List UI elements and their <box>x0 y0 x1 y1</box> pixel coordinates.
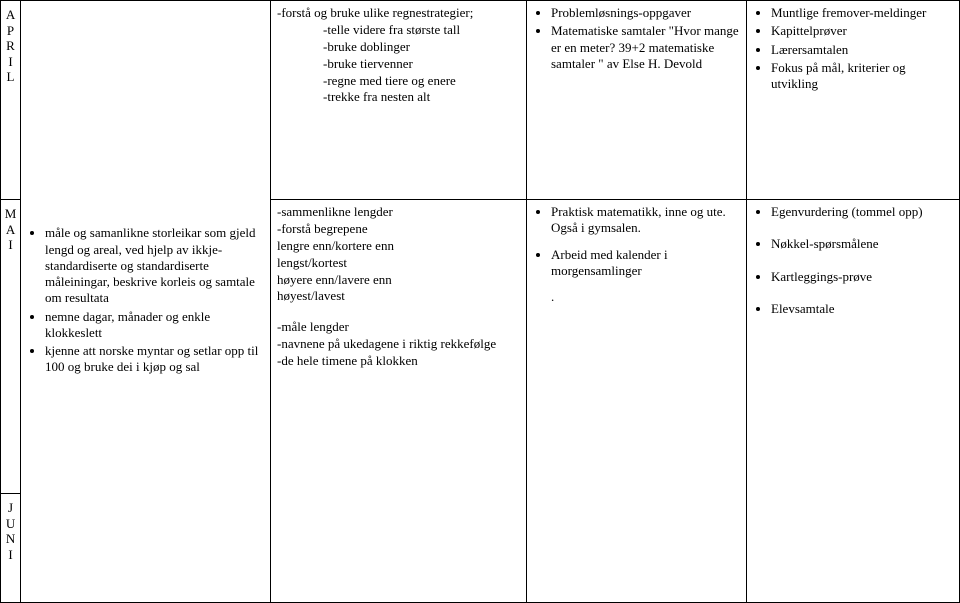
skill-line: høyere enn/lavere enn <box>277 272 520 289</box>
month-letter: A <box>6 7 15 23</box>
skill-line: lengre enn/kortere enn <box>277 238 520 255</box>
skill-line: -sammenlikne lengder <box>277 204 520 221</box>
month-april: A P R I L <box>0 0 20 200</box>
skill-line: lengst/kortest <box>277 255 520 272</box>
assessment-item: Kapittelprøver <box>771 23 953 39</box>
skill-sub: -bruke tiervenner <box>323 56 520 73</box>
trailing-dot: . <box>533 289 740 305</box>
assessment-bottom: Egenvurdering (tommel opp) Nøkkel-spørsm… <box>746 200 960 603</box>
activity-item: Matematiske samtaler "Hvor mange er en m… <box>551 23 740 72</box>
skills-lead: -forstå og bruke ulike regnestrategier; <box>277 5 520 22</box>
skill-line: -de hele timene på klokken <box>277 353 520 370</box>
skill-line: høyest/lavest <box>277 288 520 305</box>
activity-item: Arbeid med kalender i morgensamlinger <box>551 247 740 280</box>
month-letter: I <box>8 237 12 253</box>
skill-line: -forstå begrepene <box>277 221 520 238</box>
activity-item: Problemløsnings-oppgaver <box>551 5 740 21</box>
activity-item: Praktisk matematikk, inne og ute. Også i… <box>551 204 740 237</box>
skill-line: -navnene på ukedagene i riktig rekkefølg… <box>277 336 520 353</box>
assessment-item: Fokus på mål, kriterier og utvikling <box>771 60 953 93</box>
assessment-item: Lærersamtalen <box>771 42 953 58</box>
skill-line: -måle lengder <box>277 319 520 336</box>
month-letter: A <box>6 222 15 238</box>
skill-sub: -bruke doblinger <box>323 39 520 56</box>
month-letter: I <box>8 547 12 563</box>
assessment-item: Muntlige fremover-meldinger <box>771 5 953 21</box>
skills-bottom: -sammenlikne lengder -forstå begrepene l… <box>270 200 526 603</box>
month-letter: J <box>8 500 13 516</box>
activities-top: Problemløsnings-oppgaver Matematiske sam… <box>526 0 746 200</box>
month-mai: M A I <box>0 200 20 494</box>
assessment-top: Muntlige fremover-meldinger Kapittelprøv… <box>746 0 960 200</box>
month-letter: P <box>7 23 14 39</box>
activities-bottom: Praktisk matematikk, inne og ute. Også i… <box>526 200 746 603</box>
curriculum-table: A P R I L M A I J U N I måle og samanlik… <box>0 0 960 603</box>
month-letter: I <box>8 54 12 70</box>
assessment-item: Kartleggings-prøve <box>771 269 953 285</box>
skills-top: -forstå og bruke ulike regnestrategier; … <box>270 0 526 200</box>
skill-sub: -regne med tiere og enere <box>323 73 520 90</box>
month-juni: J U N I <box>0 494 20 603</box>
skill-sub: -telle videre fra største tall <box>323 22 520 39</box>
skill-sub: -trekke fra nesten alt <box>323 89 520 106</box>
month-letter: L <box>7 69 15 85</box>
learning-goals: måle og samanlikne storleikar som gjeld … <box>20 0 270 603</box>
month-letter: M <box>5 206 17 222</box>
assessment-item: Elevsamtale <box>771 301 953 317</box>
month-letter: R <box>6 38 15 54</box>
goal-item: måle og samanlikne storleikar som gjeld … <box>45 225 264 306</box>
goal-item: kjenne att norske myntar og setlar opp t… <box>45 343 264 376</box>
goal-item: nemne dagar, månader og enkle klokkeslet… <box>45 309 264 342</box>
assessment-item: Egenvurdering (tommel opp) <box>771 204 953 220</box>
assessment-item: Nøkkel-spørsmålene <box>771 236 953 252</box>
month-letter: U <box>6 516 15 532</box>
month-letter: N <box>6 531 15 547</box>
